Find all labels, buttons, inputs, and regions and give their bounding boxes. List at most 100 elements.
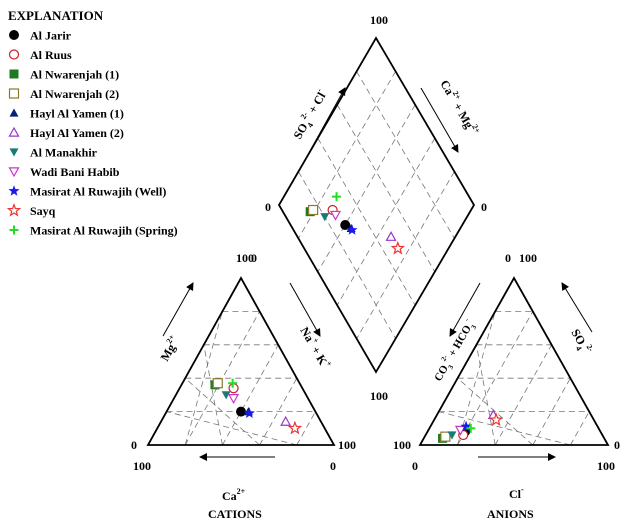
cation-gridline — [203, 344, 223, 446]
diamond-corner-right: 0 — [481, 200, 487, 214]
anion-triangle-outline — [418, 276, 610, 446]
anion-point — [447, 431, 457, 440]
cation-gridline — [184, 311, 260, 446]
cation-gridline — [222, 344, 279, 446]
diamond-corner-top: 100 — [370, 13, 388, 27]
legend: EXPLANATION Al Jarir Al Ruus Al Nwarenjah … — [6, 8, 178, 238]
cation-gridline — [184, 311, 223, 446]
anion-corner-top-left: 0 — [505, 251, 511, 265]
cation-point — [243, 407, 255, 418]
anion-left-arrow — [449, 282, 481, 337]
diamond-gridline — [336, 104, 436, 273]
diamond-point — [340, 220, 351, 231]
legend-title: EXPLANATION — [8, 8, 104, 23]
diamond-gridline — [317, 104, 416, 273]
anion-point — [466, 423, 476, 433]
cation-left-arrow — [162, 282, 194, 337]
anion-triangle: 0 100 100 0 0 100 Cl- ANIONS CO32- + HCO… — [393, 251, 620, 521]
anion-gridline — [457, 311, 496, 446]
anion-gridline — [494, 344, 552, 446]
diamond-upper-right-axis-label: Ca2+ + Mg2+ — [437, 77, 482, 139]
legend-label-sayq: Sayq — [30, 204, 56, 218]
diamond-field: 100 0 0 100 SO42- + Cl- Ca2+ + Mg2+ — [265, 13, 487, 403]
anion-point — [460, 420, 472, 432]
cation-right-arrow — [289, 282, 321, 337]
legend-marker-sayq — [6, 202, 22, 217]
anion-gridline — [457, 311, 534, 446]
cation-left-axis-label: Mg2+ — [156, 333, 183, 364]
diamond-point — [320, 213, 330, 222]
cation-axis-arrows — [162, 282, 321, 461]
cation-point — [228, 394, 240, 404]
cation-corner-right: 100 — [338, 438, 356, 452]
anion-corner-right: 0 — [614, 438, 620, 452]
cation-corner-bottom-right: 0 — [330, 459, 336, 473]
anion-corner-bottom-left: 0 — [412, 459, 418, 473]
anion-x-axis-label: Cl- — [509, 485, 524, 501]
anion-point — [454, 425, 466, 436]
diamond-gridline — [336, 137, 436, 306]
legend-label-wadi-bani-habib: Wadi Bani Habib — [30, 165, 120, 179]
diamond-upper-right-arrow — [420, 87, 459, 153]
anion-points — [438, 409, 504, 443]
legend-label-hayl-al-yamen-1: Hayl Al Yamen (1) — [30, 107, 124, 121]
diamond-upper-left-arrow — [304, 87, 346, 161]
diamond-point — [390, 240, 405, 255]
cation-grid — [166, 310, 316, 446]
anion-corner-bottom-right: 100 — [597, 459, 615, 473]
diamond-grid — [298, 71, 455, 339]
diamond-point — [332, 192, 342, 202]
legend-marker-al-jarir — [9, 30, 19, 40]
cation-gridline — [166, 411, 297, 446]
anion-gridline — [570, 411, 590, 446]
legend-label-hayl-al-yamen-2: Hayl Al Yamen (2) — [30, 126, 124, 140]
anion-title: ANIONS — [487, 507, 534, 521]
legend-marker-hayl-al-yamen-1 — [9, 108, 19, 117]
legend-label-al-nwarenjah-1: Al Nwarenjah (1) — [30, 68, 119, 82]
diamond-points — [305, 192, 405, 255]
cation-triangle-outline — [146, 276, 336, 446]
diamond-point — [330, 210, 342, 221]
diamond-gridline — [298, 171, 396, 339]
cation-right-axis-label: Na+ + K+ — [297, 324, 334, 372]
anion-gridline — [457, 377, 534, 446]
diamond-point — [308, 204, 319, 216]
cation-point — [228, 378, 238, 388]
diamond-gridline — [356, 171, 455, 339]
legend-label-al-jarir: Al Jarir — [30, 29, 72, 43]
diamond-axis-arrows — [304, 87, 459, 161]
legend-label-al-ruus: Al Ruus — [30, 48, 72, 62]
anion-axis-arrows — [449, 282, 593, 461]
anion-corner-left: 100 — [393, 438, 411, 452]
cation-title: CATIONS — [208, 507, 262, 521]
cation-x-axis-label: Ca2+ — [222, 487, 246, 503]
legend-label-masirat-al-ruwajih-well: Masirat Al Ruwajih (Well) — [30, 185, 166, 199]
legend-marker-al-ruus — [8, 49, 20, 60]
anion-grid — [438, 310, 590, 446]
anion-corner-top-right: 100 — [519, 251, 537, 265]
cation-corner-top: 100 — [236, 251, 254, 265]
diamond-point — [385, 230, 397, 241]
diamond-gridline — [356, 71, 455, 239]
legend-label-al-nwarenjah-2: Al Nwarenjah (2) — [30, 87, 119, 101]
legend-marker-wadi-bani-habib — [8, 167, 20, 178]
diamond-upper-left-axis-label: SO42- + Cl- — [289, 86, 333, 143]
legend-label-masirat-al-ruwajih-spring: Masirat Al Ruwajih (Spring) — [30, 224, 178, 238]
legend-label-al-manakhir: Al Manakhir — [30, 146, 98, 160]
legend-marker-al-manakhir — [9, 148, 19, 157]
cation-corner-top-right: 0 — [251, 251, 257, 265]
diamond-point — [346, 224, 358, 235]
cation-points — [210, 378, 303, 435]
cation-triangle: 100 0 0 100 100 0 Ca2+ CATIONS Mg2+ Na+ … — [131, 251, 356, 521]
anion-gridline — [438, 411, 571, 446]
anion-right-axis-label: SO42- — [566, 326, 596, 359]
cation-point — [212, 378, 223, 389]
diamond-gridline — [317, 137, 416, 306]
legend-marker-al-nwarenjah-2 — [8, 88, 20, 99]
legend-marker-masirat-al-ruwajih-spring — [9, 225, 19, 235]
anion-right-arrow — [561, 282, 593, 333]
cation-point — [221, 391, 231, 400]
cation-gridline — [296, 411, 316, 446]
cation-gridline — [259, 378, 298, 446]
